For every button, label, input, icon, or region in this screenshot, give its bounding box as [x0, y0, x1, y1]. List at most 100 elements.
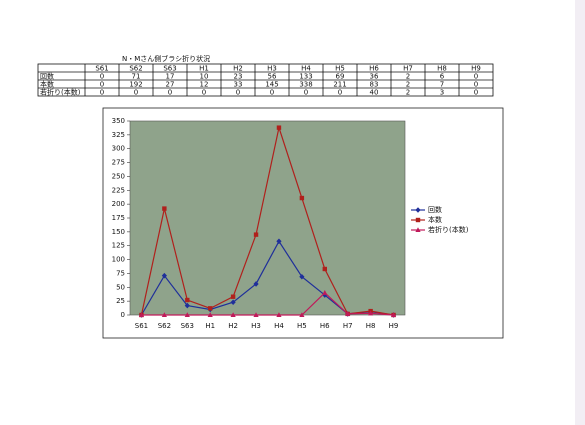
point — [253, 232, 259, 237]
table-cell: 2 — [406, 73, 410, 81]
table-cell: 0 — [270, 89, 274, 97]
table-header: S63 — [163, 65, 176, 73]
table-title: N・Mさん側ブラシ折り状況 — [122, 54, 210, 63]
point — [230, 312, 236, 317]
x-tick-label: H3 — [251, 322, 261, 330]
legend-marker — [415, 217, 421, 223]
table-cell: 133 — [299, 73, 312, 81]
point — [161, 272, 167, 279]
y-tick-label: 250 — [112, 172, 125, 180]
table-cell: 7 — [440, 81, 444, 89]
table-cell: 56 — [268, 73, 277, 81]
point — [299, 195, 305, 201]
table-header: H8 — [437, 65, 447, 73]
table-cell: 0 — [474, 81, 478, 89]
table-cell: 36 — [370, 73, 379, 81]
table-cell: 2 — [406, 89, 410, 97]
point — [161, 312, 167, 317]
y-tick-label: 25 — [116, 297, 125, 305]
table-cell: 0 — [100, 73, 104, 81]
y-tick-label: 0 — [121, 311, 125, 319]
table-header: H3 — [267, 65, 277, 73]
point — [184, 302, 190, 309]
table-cell: 0 — [168, 89, 172, 97]
table-cell: 6 — [440, 73, 445, 81]
table-cell: 3 — [440, 89, 444, 97]
point — [162, 206, 167, 211]
table-header: H5 — [335, 65, 345, 73]
point — [276, 125, 282, 130]
point — [345, 311, 351, 316]
table-row-label: 回数 — [40, 72, 54, 81]
table-cell: 0 — [134, 89, 138, 97]
y-tick-label: 75 — [116, 269, 125, 277]
table-header: H7 — [403, 65, 413, 73]
table-header: H6 — [369, 65, 379, 73]
table-cell: 0 — [304, 89, 308, 97]
table-cell: 0 — [100, 89, 104, 97]
x-tick-label: H8 — [366, 322, 376, 330]
table-cell: 17 — [166, 73, 175, 81]
y-tick-label: 300 — [112, 145, 125, 153]
table-header: S61 — [95, 65, 108, 73]
table-cell: 0 — [236, 89, 240, 97]
legend-marker — [415, 227, 421, 232]
table-row-label: 若折り(本数) — [40, 88, 81, 97]
point — [185, 297, 190, 303]
table-cell: 83 — [370, 81, 379, 89]
legend-label: 本数 — [428, 215, 442, 224]
table-cell: 0 — [100, 81, 104, 89]
y-tick-label: 100 — [112, 256, 125, 264]
point — [368, 310, 374, 316]
table-cell: 0 — [202, 89, 206, 97]
x-tick-label: H7 — [343, 322, 353, 330]
y-tick-label: 325 — [112, 131, 125, 139]
table-row-label: 本数 — [40, 80, 54, 89]
x-tick-label: S62 — [158, 322, 171, 330]
table-cell: 40 — [370, 89, 379, 97]
legend-label: 回数 — [428, 205, 442, 214]
point — [207, 312, 213, 317]
x-tick-label: H2 — [228, 322, 238, 330]
point — [138, 312, 145, 317]
point — [208, 306, 213, 311]
table-cell: 211 — [333, 81, 346, 89]
table-cell: 192 — [129, 81, 142, 89]
y-tick-label: 150 — [112, 228, 125, 236]
table-cell: 23 — [234, 73, 243, 81]
x-tick-label: H5 — [297, 322, 307, 330]
point — [276, 238, 282, 245]
table-cell: 10 — [200, 73, 209, 81]
y-tick-label: 275 — [112, 159, 125, 167]
x-tick-label: H6 — [320, 322, 330, 330]
series-line — [141, 292, 394, 316]
point — [276, 312, 282, 317]
y-tick-label: 225 — [112, 186, 125, 194]
table-cell: 338 — [299, 81, 312, 89]
table-cell: 2 — [406, 81, 410, 89]
point — [322, 290, 328, 295]
legend-label: 若折り(本数) — [428, 225, 469, 234]
point — [184, 312, 190, 317]
table-cell: 33 — [234, 81, 243, 89]
table-header: H4 — [301, 65, 311, 73]
point — [230, 294, 236, 299]
table-header: H1 — [199, 65, 209, 73]
point — [390, 312, 397, 317]
scan-edge — [575, 0, 585, 425]
table-cell: 145 — [265, 81, 278, 89]
table-cell: 0 — [338, 89, 342, 97]
y-tick-label: 125 — [112, 242, 125, 250]
point — [230, 299, 236, 306]
y-tick-label: 175 — [112, 214, 125, 222]
legend-marker — [415, 207, 421, 213]
table-header: H2 — [233, 65, 243, 73]
point — [253, 312, 259, 317]
point — [253, 281, 259, 287]
x-tick-label: H4 — [274, 322, 284, 330]
point — [299, 273, 305, 280]
point — [322, 266, 327, 272]
plot-area — [129, 120, 406, 316]
